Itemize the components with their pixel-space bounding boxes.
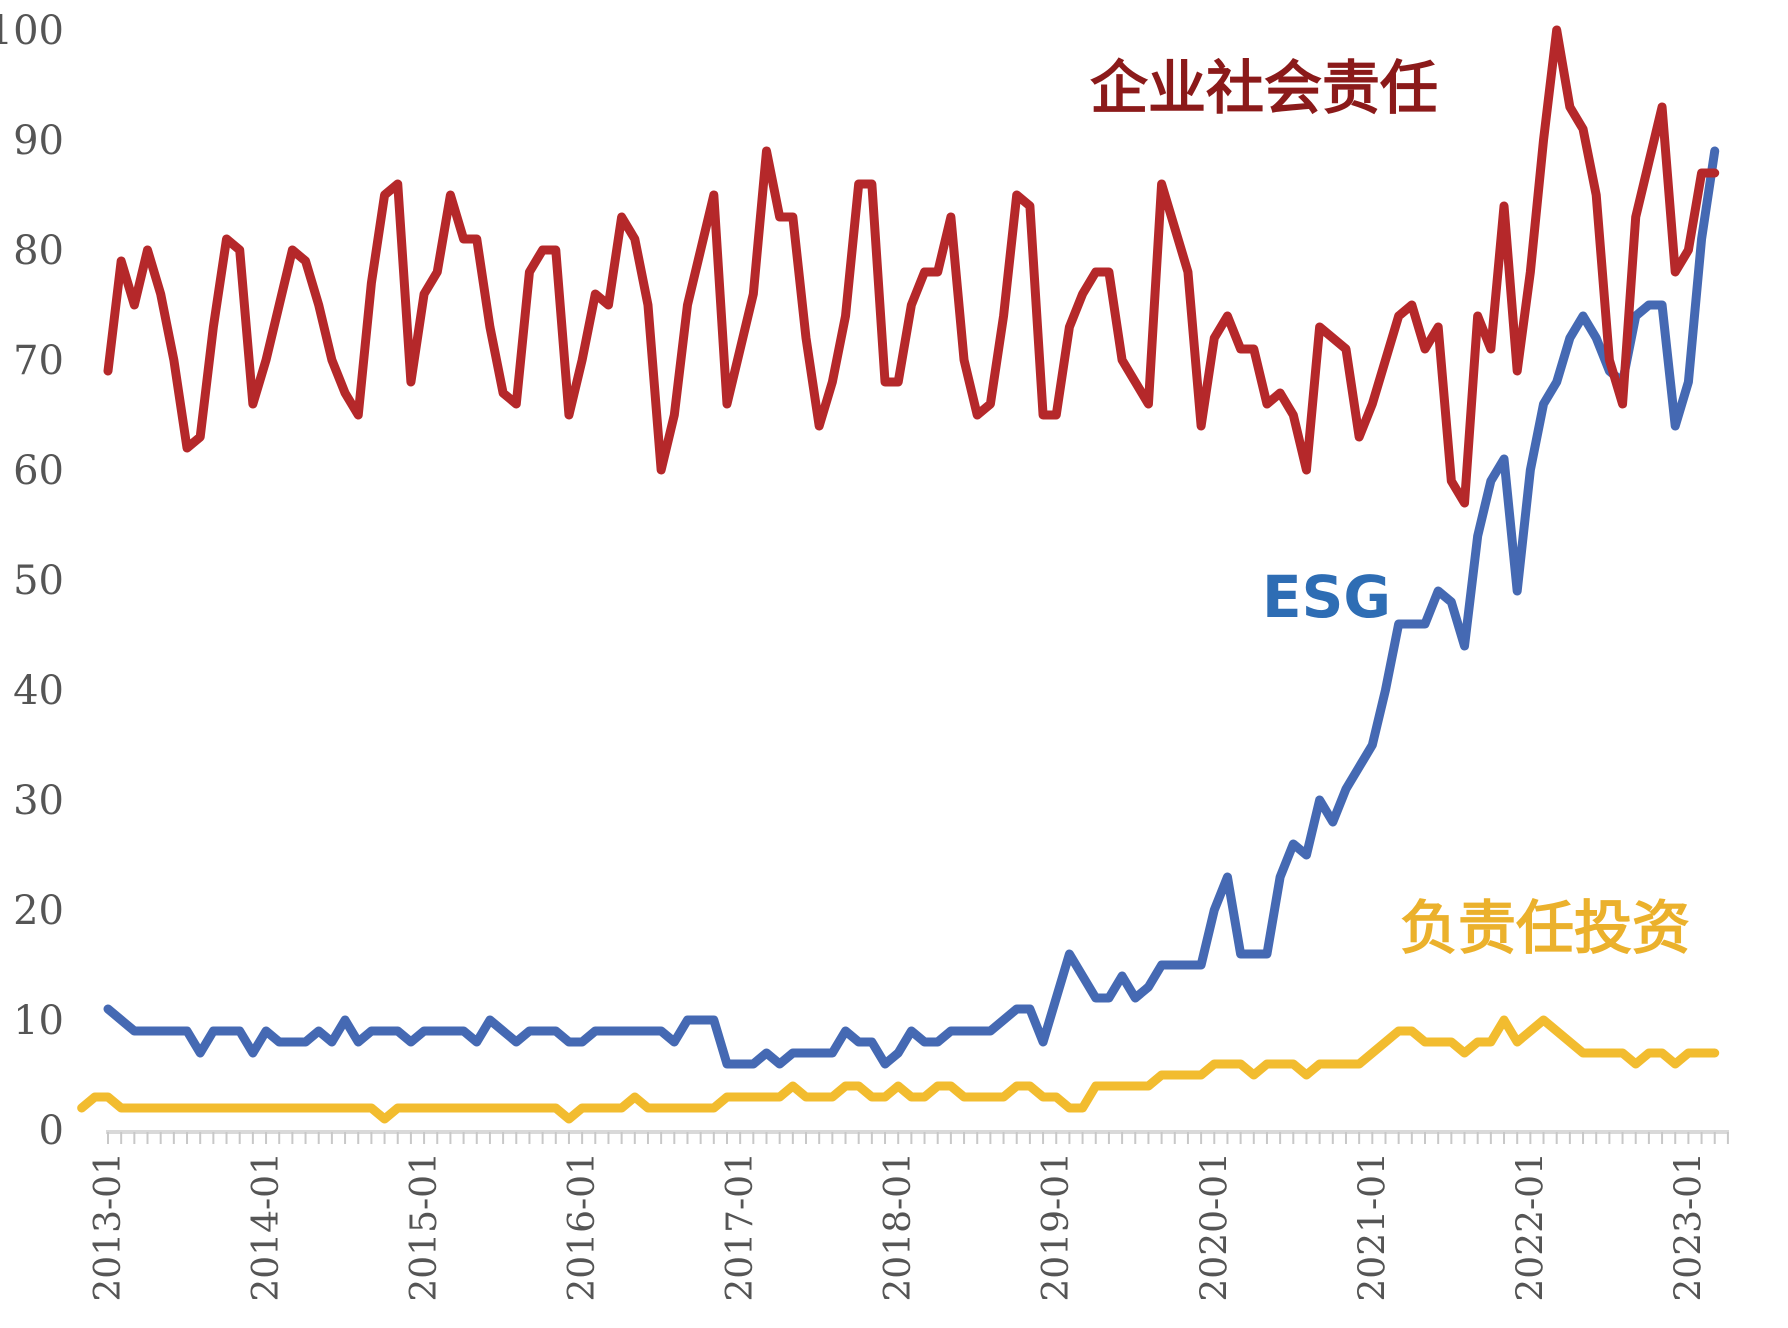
series-label: 企业社会责任 — [1090, 54, 1438, 122]
series-labels: 企业社会责任 ESG 负责任投资 — [1090, 54, 1690, 962]
y-tick-label: 50 — [13, 558, 64, 604]
x-tick-label: 2018-01 — [878, 1152, 919, 1302]
x-tick-label: 2020-01 — [1194, 1152, 1235, 1302]
y-tick-label: 30 — [13, 778, 64, 824]
x-tick-label: 2021-01 — [1352, 1152, 1393, 1302]
y-tick-label: 10 — [13, 998, 64, 1044]
series-layer — [77, 25, 1720, 1124]
x-tick-label: 2017-01 — [720, 1152, 761, 1302]
y-tick-label: 100 — [0, 8, 64, 54]
y-axis: 0 10 20 30 40 50 60 70 80 90 100 — [0, 8, 64, 1154]
y-tick-label: 80 — [13, 228, 64, 274]
x-tick-label: 2022-01 — [1510, 1152, 1551, 1302]
x-tick-label: 2019-01 — [1036, 1152, 1077, 1302]
series-line-esg — [103, 146, 1720, 1069]
x-tick-label: 2014-01 — [246, 1152, 287, 1302]
series-line-responsible-investment — [77, 1015, 1720, 1124]
x-tick-label: 2016-01 — [562, 1152, 603, 1302]
series-label: 负责任投资 — [1400, 894, 1690, 962]
series-label: ESG — [1262, 563, 1391, 631]
x-tick-label: 2015-01 — [404, 1152, 445, 1302]
x-tick-label: 2013-01 — [88, 1152, 129, 1302]
y-tick-label: 20 — [13, 888, 64, 934]
series-line-csr — [103, 25, 1720, 508]
y-tick-label: 0 — [39, 1108, 64, 1154]
y-tick-label: 90 — [13, 118, 64, 164]
y-tick-label: 70 — [13, 338, 64, 384]
y-tick-label: 60 — [13, 448, 64, 494]
x-tick-label: 2023-01 — [1668, 1152, 1709, 1302]
x-axis: 2013-01 2014-01 2015-01 2016-01 2017-01 2018-… — [88, 1130, 1729, 1302]
y-tick-label: 40 — [13, 668, 64, 714]
